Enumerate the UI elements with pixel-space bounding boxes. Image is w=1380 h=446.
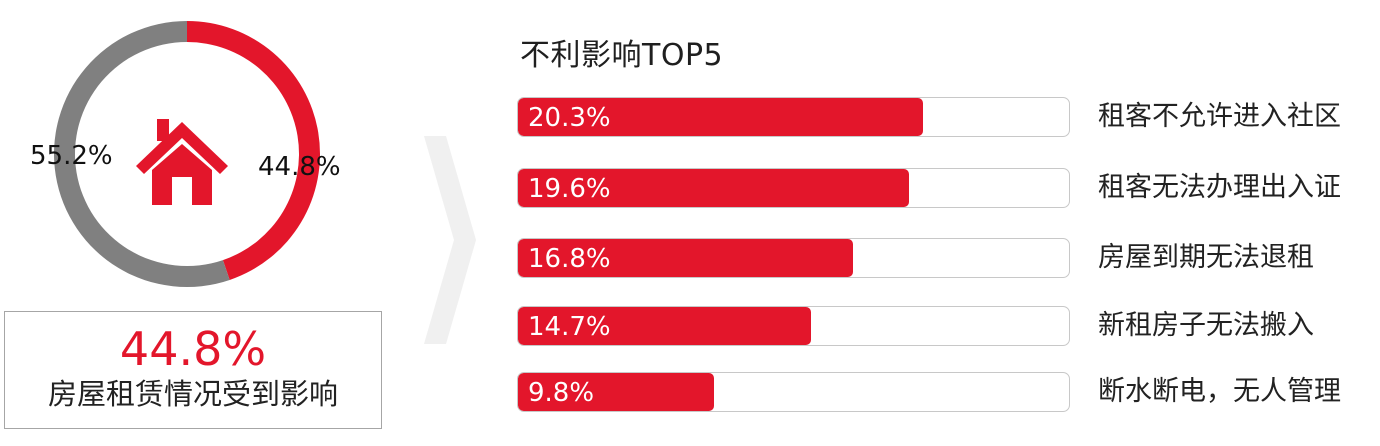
- bar-track: 14.7%: [517, 306, 1070, 346]
- donut-slice-red: [187, 21, 321, 280]
- bar-value-label: 19.6%: [528, 174, 611, 204]
- bar: [518, 98, 923, 136]
- bar-category-label: 断水断电，无人管理: [1098, 376, 1341, 407]
- bar-value-label: 14.7%: [528, 312, 611, 342]
- summary-box: 44.8% 房屋租赁情况受到影响: [4, 311, 382, 429]
- bar-row: 14.7% 新租房子无法搬入: [517, 306, 1377, 350]
- bar-category-label: 房屋到期无法退租: [1098, 242, 1314, 273]
- donut-label-red: 44.8%: [258, 152, 341, 182]
- bar-row: 19.6% 租客无法办理出入证: [517, 168, 1377, 212]
- bar-category-label: 租客无法办理出入证: [1098, 172, 1341, 203]
- donut-svg: [54, 21, 321, 287]
- bar-chart-title: 不利影响TOP5: [520, 38, 724, 73]
- bar-value-label: 20.3%: [528, 103, 611, 133]
- donut-chart: 55.2% 44.8%: [0, 0, 380, 310]
- bar-value-label: 9.8%: [528, 378, 595, 408]
- bar-value-label: 16.8%: [528, 244, 611, 274]
- bar-track: 16.8%: [517, 238, 1070, 278]
- bar: [518, 239, 853, 277]
- bar-category-label: 新租房子无法搬入: [1098, 310, 1314, 341]
- bar-row: 16.8% 房屋到期无法退租: [517, 238, 1377, 282]
- bar: [518, 373, 714, 411]
- summary-text: 房屋租赁情况受到影响: [47, 376, 338, 411]
- bar: [518, 169, 909, 207]
- donut-label-gray: 55.2%: [30, 141, 113, 171]
- house-icon: [136, 119, 228, 205]
- bar-track: 9.8%: [517, 372, 1070, 412]
- summary-percent: 44.8%: [119, 322, 267, 376]
- bar-row: 20.3% 租客不允许进入社区: [517, 97, 1377, 141]
- bar-track: 20.3%: [517, 97, 1070, 137]
- bar-row: 9.8% 断水断电，无人管理: [517, 372, 1377, 416]
- bar: [518, 307, 811, 345]
- chevron-right-icon: [424, 136, 476, 344]
- bar-track: 19.6%: [517, 168, 1070, 208]
- bar-category-label: 租客不允许进入社区: [1098, 101, 1341, 132]
